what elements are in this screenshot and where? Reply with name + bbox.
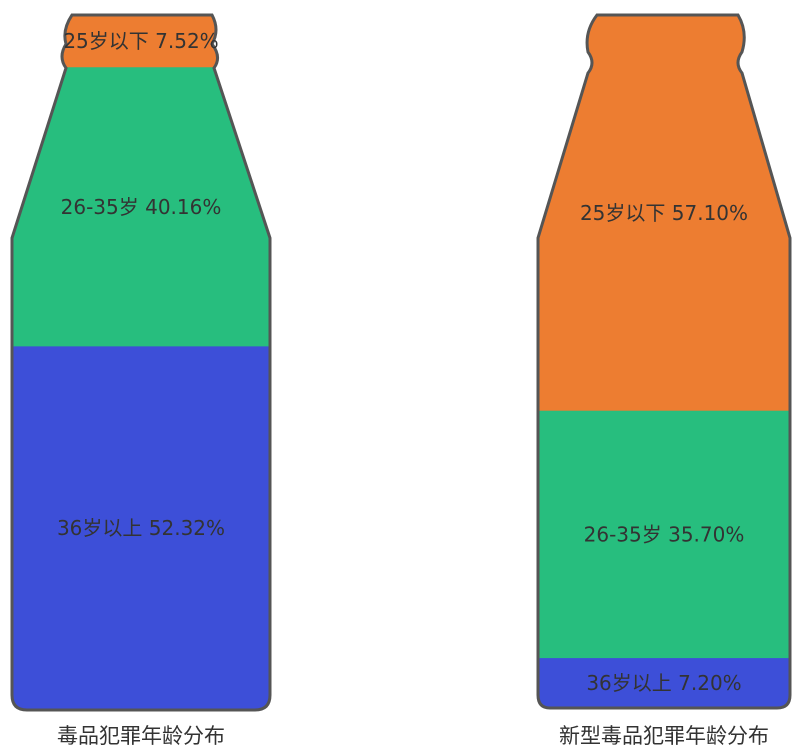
- segment-over-36: [538, 658, 790, 708]
- segment-26-35: [538, 410, 790, 659]
- bottle-outline: [536, 13, 792, 710]
- segment-label: 36岁以上 7.20%: [586, 671, 741, 695]
- chart-title: 毒品犯罪年龄分布: [57, 724, 225, 748]
- bottle-right: 25岁以下 57.10% 26-35岁 35.70% 36岁以上 7.20% 新型毒…: [536, 13, 792, 748]
- bottle-outline: [10, 13, 272, 712]
- segment-label: 25岁以下 7.52%: [63, 29, 218, 53]
- bottle-left: 25岁以下 7.52% 26-35岁 40.16% 36岁以上 52.32% 毒品犯…: [10, 13, 272, 748]
- segment-label: 36岁以上 52.32%: [57, 516, 225, 540]
- segment-over-36: [12, 346, 270, 710]
- segment-label: 26-35岁 35.70%: [584, 522, 745, 546]
- segment-26-35: [12, 67, 270, 347]
- segment-label: 25岁以下 57.10%: [580, 201, 748, 225]
- chart-title: 新型毒品犯罪年龄分布: [559, 724, 769, 748]
- segment-label: 26-35岁 40.16%: [61, 195, 222, 219]
